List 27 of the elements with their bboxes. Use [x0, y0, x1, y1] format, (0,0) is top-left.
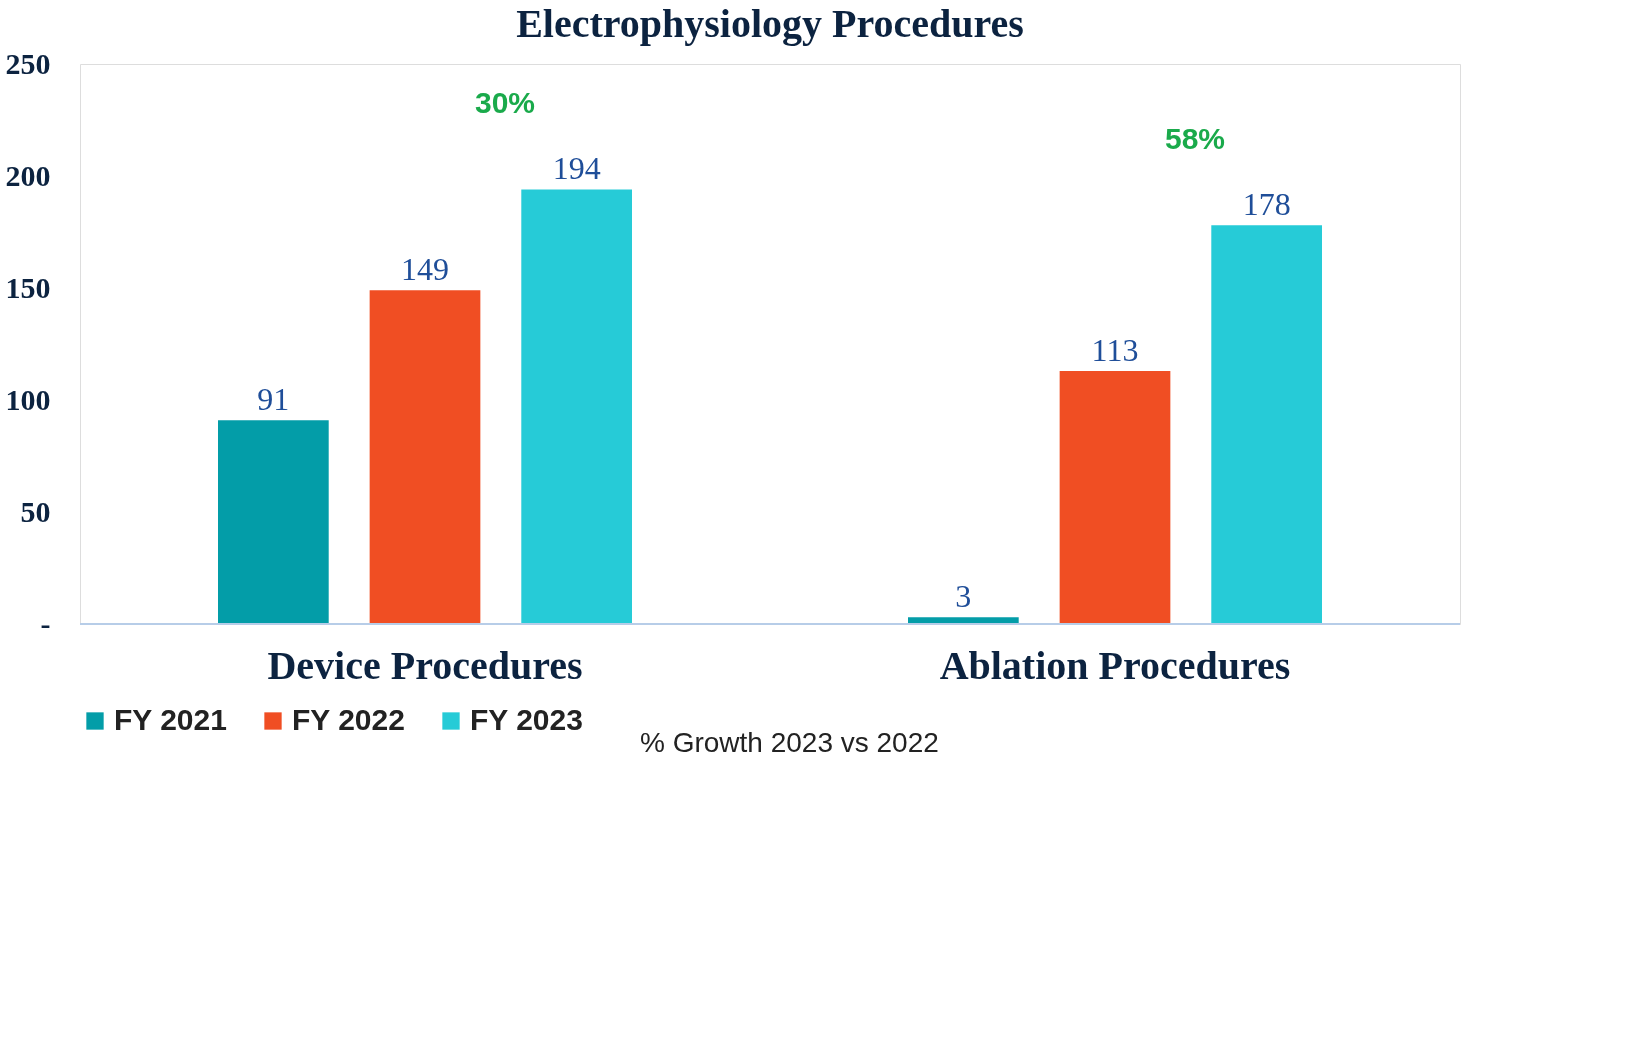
text: % Growth 2023 vs 2022: [640, 727, 939, 758]
data-label: 149: [401, 251, 449, 288]
bar: [369, 290, 481, 624]
x-tick-label: Ablation Procedures: [939, 642, 1291, 688]
y-tick-label: 100: [5, 382, 51, 416]
bar: [1059, 370, 1171, 624]
data-label: 178: [1242, 186, 1291, 223]
y-tick-label: -: [40, 606, 51, 640]
legend-label: FY 2022: [292, 703, 405, 736]
bar: [908, 617, 1019, 624]
chart-title: Electrophysiology Procedures: [516, 1, 1024, 46]
bar: [218, 420, 329, 624]
y-tick-label: 50: [20, 494, 51, 528]
legend-label: FY 2021: [114, 703, 227, 736]
annotation: 58%: [1164, 122, 1226, 156]
bar: [521, 189, 632, 624]
data-label: 91: [257, 381, 290, 418]
legend-label: FY 2023: [470, 703, 583, 736]
data-label: 3: [955, 578, 972, 615]
bar: [1211, 225, 1322, 624]
data-label: 113: [1091, 331, 1139, 368]
y-tick-label: 250: [5, 46, 51, 80]
x-tick-label: Device Procedures: [267, 642, 583, 688]
data-label: 194: [552, 150, 601, 187]
y-tick-label: 200: [5, 158, 51, 192]
annotation: 30%: [474, 86, 536, 120]
y-tick-label: 150: [5, 270, 51, 304]
